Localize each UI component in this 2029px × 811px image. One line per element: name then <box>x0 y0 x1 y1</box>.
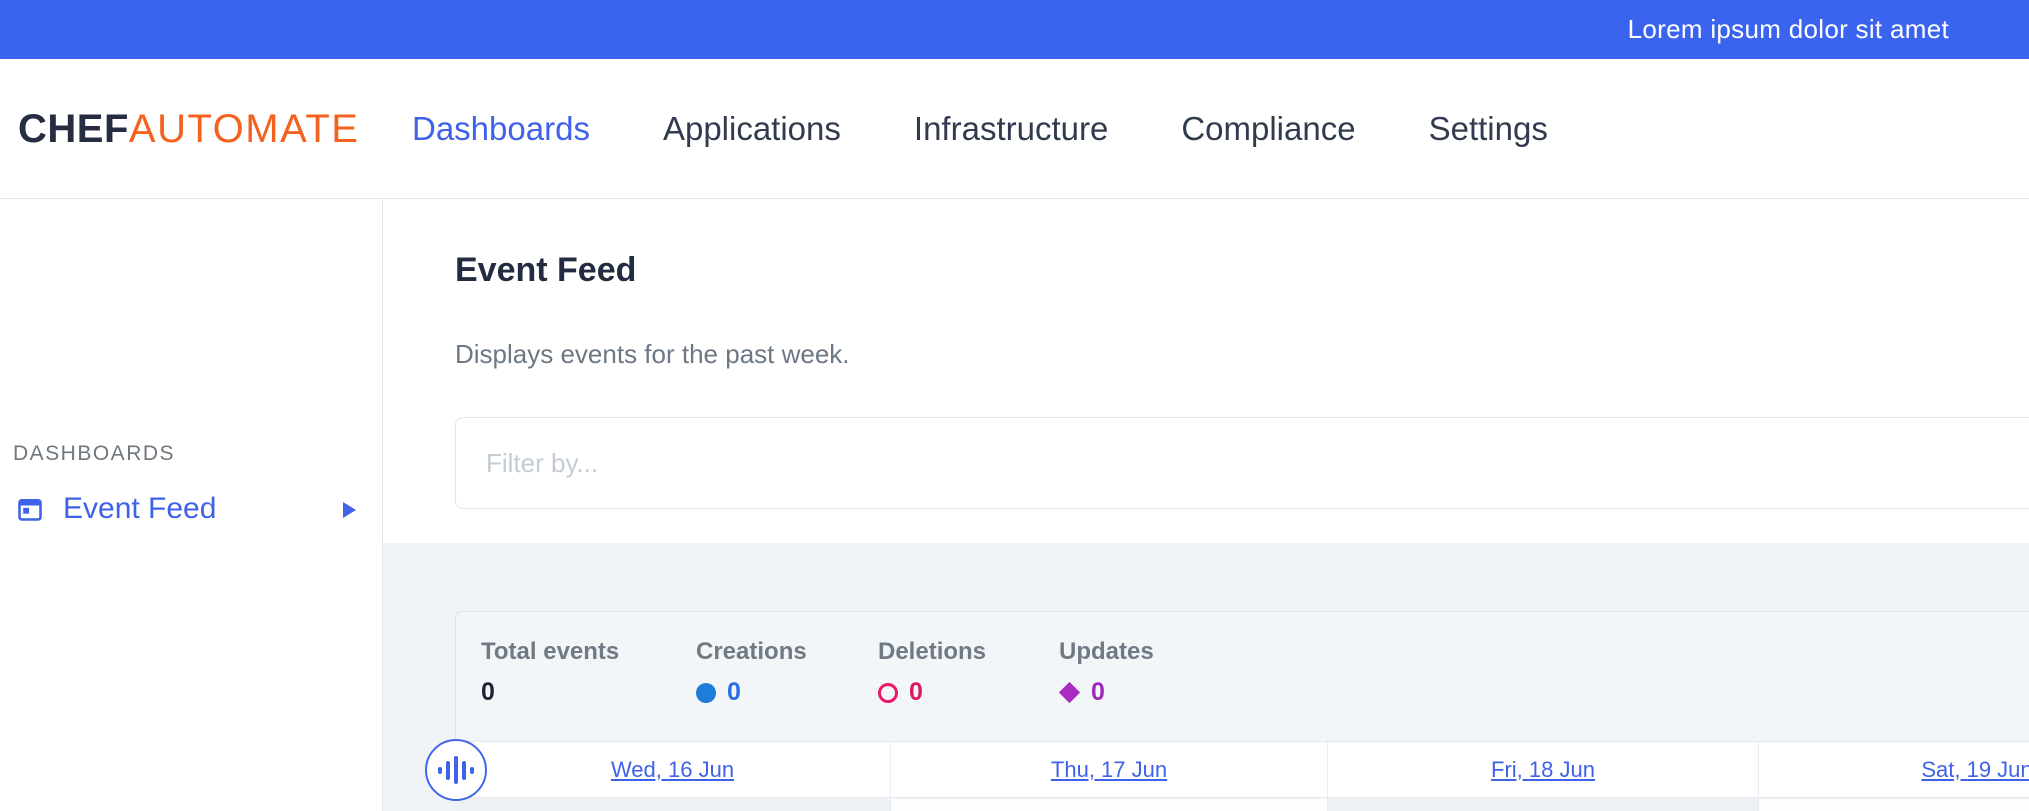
timeline-cell <box>1758 799 2029 811</box>
logo-automate-text: AUTOMATE <box>128 106 360 151</box>
nav-item-settings[interactable]: Settings <box>1428 110 1548 147</box>
banner-message: Lorem ipsum dolor sit amet <box>1627 14 1949 44</box>
top-banner: Lorem ipsum dolor sit amet <box>0 0 2029 59</box>
page-title: Event Feed <box>455 251 637 289</box>
stat-updates: Updates 0 <box>1058 638 1154 741</box>
sidebar-item-event-feed[interactable]: Event Feed <box>0 489 383 529</box>
chevron-right-icon[interactable] <box>343 502 356 518</box>
nav-item-applications[interactable]: Applications <box>662 110 841 147</box>
day-column-header: Fri, 18 Jun <box>1327 742 1758 797</box>
day-column-header: Wed, 16 Jun <box>455 742 890 797</box>
stat-label: Creations <box>696 638 807 665</box>
primary-nav: Dashboards Applications Infrastructure C… <box>412 59 1548 199</box>
timeline-cell <box>455 799 890 811</box>
event-feed-panel: Total events 0 Creations 0 Deletions 0 <box>383 543 2029 811</box>
timeline-grid-row <box>455 799 2029 811</box>
timeline-date-header: Wed, 16 Jun Thu, 17 Jun Fri, 18 Jun Sat,… <box>455 741 2029 798</box>
event-activity-button[interactable] <box>425 739 487 801</box>
stat-value: 0 <box>1091 678 1105 706</box>
stat-label: Deletions <box>878 638 987 665</box>
equalizer-icon <box>438 756 474 784</box>
day-link-sat[interactable]: Sat, 19 Jun <box>1921 756 2029 782</box>
event-counts-card: Total events 0 Creations 0 Deletions 0 <box>455 611 2029 741</box>
sidebar: DASHBOARDS Event Feed <box>0 199 383 811</box>
chef-automate-logo[interactable]: CHEF AUTOMATE <box>18 59 359 199</box>
day-link-thu[interactable]: Thu, 17 Jun <box>1050 756 1168 782</box>
stat-total-events: Total events 0 <box>481 638 696 741</box>
header-bar: CHEF AUTOMATE Dashboards Applications Inf… <box>0 59 2029 199</box>
stat-value: 0 <box>909 678 923 706</box>
stat-label: Total events <box>481 638 620 665</box>
timeline-cell <box>890 799 1327 811</box>
logo-chef-text: CHEF <box>18 106 129 151</box>
nav-item-compliance[interactable]: Compliance <box>1181 110 1356 147</box>
stat-deletions: Deletions 0 <box>878 638 1059 741</box>
filter-input[interactable] <box>455 417 2029 509</box>
nav-item-dashboards[interactable]: Dashboards <box>412 110 590 147</box>
sidebar-item-label: Event Feed <box>63 492 217 525</box>
page-subtitle: Displays events for the past week. <box>455 339 850 369</box>
deletions-ring-icon <box>878 682 898 703</box>
stat-value: 0 <box>727 678 741 706</box>
timeline-cell <box>1327 799 1758 811</box>
creations-dot-icon <box>696 682 716 703</box>
updates-diamond-icon <box>1058 681 1081 704</box>
stat-label: Updates <box>1059 638 1154 665</box>
stat-creations: Creations 0 <box>696 638 878 741</box>
day-column-header: Thu, 17 Jun <box>890 742 1327 797</box>
day-link-fri[interactable]: Fri, 18 Jun <box>1491 756 1595 782</box>
sidebar-section-label: DASHBOARDS <box>13 442 176 465</box>
day-link-wed[interactable]: Wed, 16 Jun <box>610 756 735 782</box>
day-column-header: Sat, 19 Jun <box>1758 742 2029 797</box>
stat-value: 0 <box>481 678 495 706</box>
calendar-icon <box>18 498 42 521</box>
nav-item-infrastructure[interactable]: Infrastructure <box>913 110 1109 147</box>
